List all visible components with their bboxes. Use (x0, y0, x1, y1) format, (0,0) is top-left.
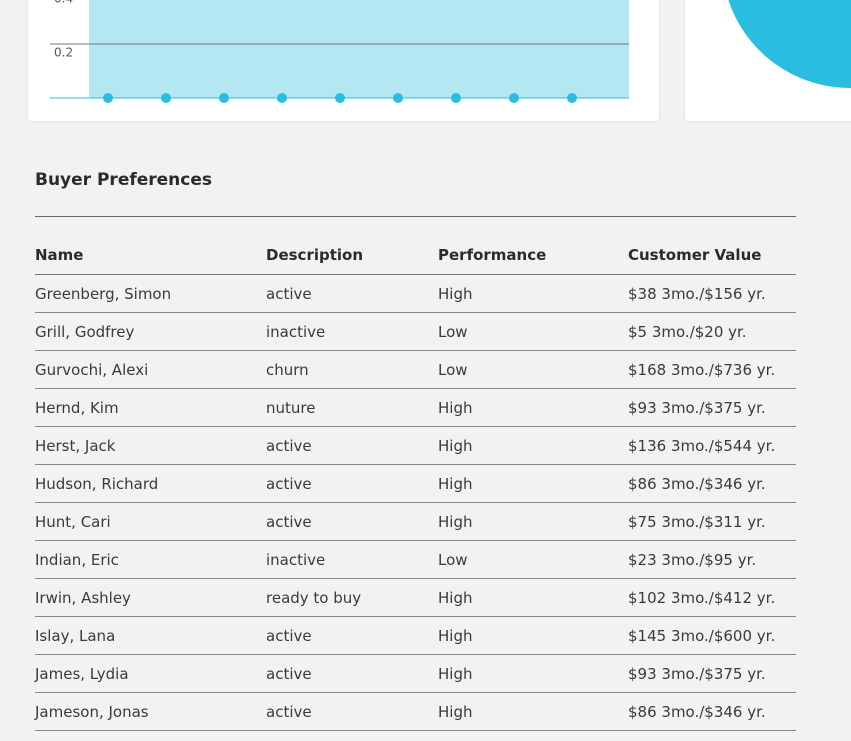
chart: 0.2 0.4 (50, 0, 629, 103)
table-cell: Herst, Jack (35, 426, 266, 465)
table-row: Gurvochi, Alexi churn Low $168 3mo./$736 yr… (35, 350, 796, 389)
table-row: Hunt, Cari active High $75 3mo./$311 yr. (35, 502, 796, 541)
point (451, 93, 461, 103)
header-row: Name Description Performance Customer Value (35, 236, 796, 275)
table-cell: $38 3mo./$156 yr. (628, 274, 796, 313)
y-tick-label: 0.4 (54, 0, 73, 6)
table-cell: Low (438, 540, 628, 579)
y-tick-label: 0.2 (54, 46, 73, 60)
table-cell: Indian, Eric (35, 540, 266, 579)
table-cell: active (266, 692, 438, 731)
pie-card (685, 0, 851, 121)
table-row: Hernd, Kim nuture High $93 3mo./$375 yr. (35, 388, 796, 427)
point (161, 93, 171, 103)
column-header: Description (266, 236, 438, 275)
point (219, 93, 229, 103)
table-cell: nuture (266, 388, 438, 427)
point (509, 93, 519, 103)
divider (35, 216, 796, 217)
table-cell: Greenberg, Simon (35, 274, 266, 313)
table-cell: Low (438, 350, 628, 389)
area (89, 0, 629, 98)
table-cell: inactive (266, 540, 438, 579)
table-cell: High (438, 654, 628, 693)
buyer-table: Name Description Performance Customer Value… (35, 236, 796, 731)
table-cell: active (266, 654, 438, 693)
table-row: Islay, Lana active High $145 3mo./$600 yr. (35, 616, 796, 655)
column-header: Name (35, 236, 266, 275)
point (567, 93, 577, 103)
table-cell: $145 3mo./$600 yr. (628, 616, 796, 655)
table-cell: active (266, 426, 438, 465)
table-row: Herst, Jack active High $136 3mo./$544 yr. (35, 426, 796, 465)
table-row: James, Lydia active High $93 3mo./$375 yr. (35, 654, 796, 693)
table-cell: High (438, 616, 628, 655)
table-cell: High (438, 388, 628, 427)
table-cell: active (266, 616, 438, 655)
point (277, 93, 287, 103)
table-cell: $86 3mo./$346 yr. (628, 692, 796, 731)
column-header: Performance (438, 236, 628, 275)
table-cell: $93 3mo./$375 yr. (628, 654, 796, 693)
table-cell: $75 3mo./$311 yr. (628, 502, 796, 541)
table-cell: High (438, 426, 628, 465)
table-cell: High (438, 502, 628, 541)
table-cell: $93 3mo./$375 yr. (628, 388, 796, 427)
table-cell: active (266, 464, 438, 503)
table-cell: $86 3mo./$346 yr. (628, 464, 796, 503)
table-cell: Islay, Lana (35, 616, 266, 655)
table-cell: Hudson, Richard (35, 464, 266, 503)
table-cell: churn (266, 350, 438, 389)
table-cell: Hunt, Cari (35, 502, 266, 541)
table-cell: $23 3mo./$95 yr. (628, 540, 796, 579)
table-cell: Hernd, Kim (35, 388, 266, 427)
table-cell: Irwin, Ashley (35, 578, 266, 617)
table-cell: Grill, Godfrey (35, 312, 266, 351)
point (103, 93, 113, 103)
column-header: Customer Value (628, 236, 796, 275)
table-cell: $168 3mo./$736 yr. (628, 350, 796, 389)
table-row: Greenberg, Simon active High $38 3mo./$156 … (35, 274, 796, 313)
table-cell: High (438, 578, 628, 617)
table-cell: James, Lydia (35, 654, 266, 693)
table-cell: ready to buy (266, 578, 438, 617)
table-cell: Gurvochi, Alexi (35, 350, 266, 389)
table-cell: $136 3mo./$544 yr. (628, 426, 796, 465)
table-row: Indian, Eric inactive Low $23 3mo./$95 yr. (35, 540, 796, 579)
table-row: Irwin, Ashley ready to buy High $102 3mo./$… (35, 578, 796, 617)
point (335, 93, 345, 103)
table-cell: High (438, 464, 628, 503)
chart-card: 0.2 0.4 (28, 0, 659, 121)
table-row: Hudson, Richard active High $86 3mo./$346 y… (35, 464, 796, 503)
table-cell: High (438, 692, 628, 731)
table-cell: High (438, 274, 628, 313)
table-cell: active (266, 274, 438, 313)
table-cell: Jameson, Jonas (35, 692, 266, 731)
table-cell: active (266, 502, 438, 541)
table-row: Grill, Godfrey inactive Low $5 3mo./$20 yr. (35, 312, 796, 351)
table-cell: $5 3mo./$20 yr. (628, 312, 796, 351)
pie (728, 0, 851, 88)
table-cell: $102 3mo./$412 yr. (628, 578, 796, 617)
table-cell: inactive (266, 312, 438, 351)
table-cell: Low (438, 312, 628, 351)
pie-slice (728, 0, 851, 88)
point (393, 93, 403, 103)
table-row: Jameson, Jonas active High $86 3mo./$346 yr… (35, 692, 796, 731)
section-title: Buyer Preferences (35, 170, 213, 190)
